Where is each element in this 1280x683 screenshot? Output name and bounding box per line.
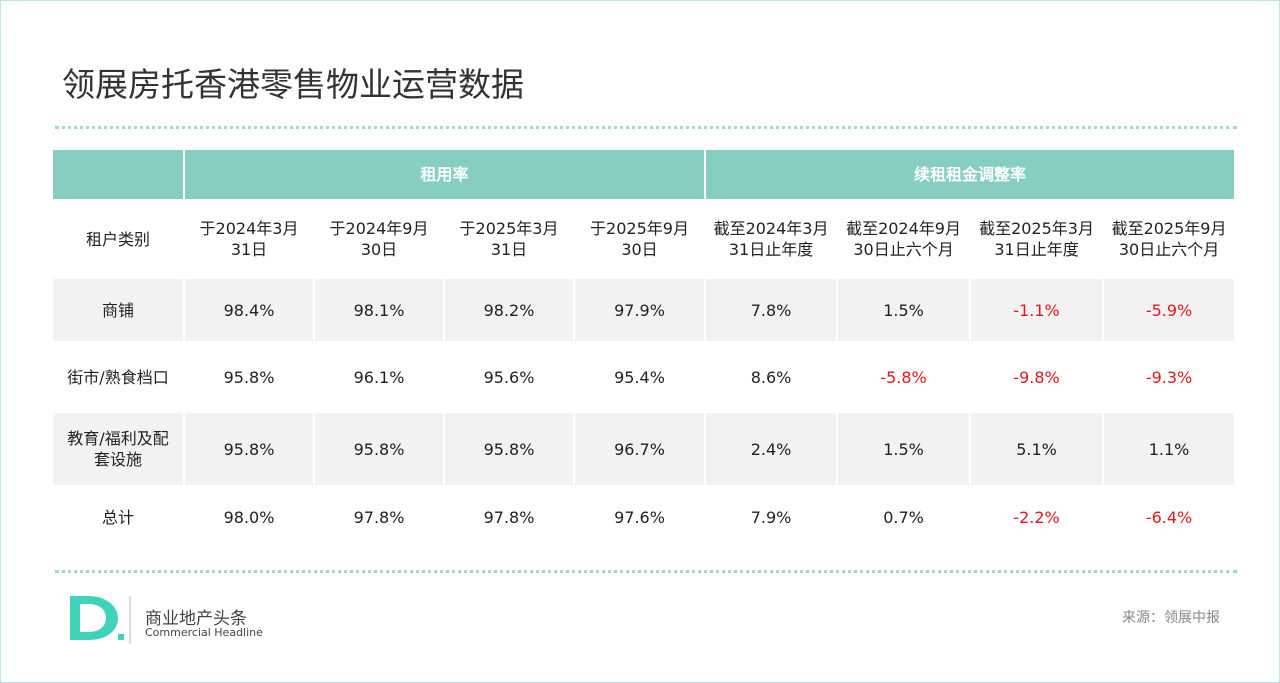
value-cell: -5.8% [838,341,972,413]
cell-line: 31日 [490,240,528,259]
column-header: 于2024年9月 30日 [315,199,445,279]
data-row: 商铺 98.4% 98.1% 98.2% 97.9% 7.8% 1.5% -1.1% -5.9% [53,279,1237,341]
value-cell: 98.2% [445,279,575,341]
source: 来源：领展中报 [1122,610,1220,626]
row-label: 商铺 [53,279,185,341]
brand-en: Commercial Headline [145,626,263,639]
value-cell: 97.8% [445,485,575,550]
value-cell: 1.1% [1104,413,1237,485]
value-cell: 97.9% [575,279,707,341]
table-body: 租用率 续租租金调整率 租户类别 于2024年3月 31日 于2024年9月 30日 于2… [53,150,1237,550]
value-cell: 96.7% [575,413,707,485]
logo [70,596,131,644]
data-row: 街市/熟食档口 95.8% 96.1% 95.6% 95.4% 8.6% -5.8% -9.8… [53,341,1237,413]
group-cell: 续租租金调整率 [706,150,1237,199]
value-cell: 98.0% [185,485,315,550]
brand: 商业地产头条 [145,609,247,629]
cell-line: 截至2024年9月 [846,219,961,238]
cell-line: 于2025年3月 [459,219,559,238]
value-cell: 8.6% [706,341,839,413]
cell-line: 30日止六个月 [853,240,954,259]
value-cell: 95.8% [185,341,315,413]
value-cell: 0.7% [838,485,972,550]
row-label: 街市/熟食档口 [53,341,185,413]
cell-line: 30日 [360,240,398,259]
cell-line: 教育/福利及配 [67,429,169,448]
value-cell: 98.1% [315,279,445,341]
value-cell: 96.1% [315,341,445,413]
value-cell: -2.2% [971,485,1105,550]
value-cell: -1.1% [971,279,1105,341]
cell-line: 于2024年9月 [329,219,429,238]
divider [55,126,1237,129]
value-cell: 7.8% [706,279,839,341]
value-cell: -9.8% [971,341,1105,413]
value-cell: 95.8% [315,413,445,485]
cell-line: 31日止年度 [994,240,1079,259]
header-row: 租户类别 于2024年3月 31日 于2024年9月 30日 于2025年3月 31日 于20… [53,199,1237,279]
cell-line: 套设施 [93,450,142,469]
value-cell: 97.8% [315,485,445,550]
cell-line: 于2024年3月 [199,219,299,238]
column-header: 租户类别 [53,199,185,279]
value-cell: 2.4% [706,413,839,485]
data-row: 总计 98.0% 97.8% 97.8% 97.6% 7.9% 0.7% -2.2% -6.4% [53,485,1237,550]
cell-line: 于2025年9月 [590,219,689,238]
column-header: 于2025年3月 31日 [445,199,575,279]
column-header: 于2025年9月 30日 [575,199,707,279]
value-cell: -9.3% [1104,341,1237,413]
value-cell: 98.4% [185,279,315,341]
data-table: 租用率 续租租金调整率 租户类别 于2024年3月 31日 于2024年9月 30日 于2… [53,150,1237,550]
row-label: 总计 [53,485,185,550]
group-cell: 租用率 [185,150,707,199]
divider [55,570,1237,573]
value-cell: 5.1% [971,413,1105,485]
cell-line: 30日 [621,240,658,259]
title: 领展房托香港零售物业运营数据 [62,65,524,104]
cell-line: 截至2025年3月 [979,219,1094,238]
column-header: 截至2025年9月 30日止六个月 [1104,199,1237,279]
group-cell [53,150,185,199]
column-header: 截至2024年9月 30日止六个月 [838,199,972,279]
value-cell: 95.6% [445,341,575,413]
row-label: 教育/福利及配 套设施 [53,413,185,485]
column-header: 截至2024年3月 31日止年度 [706,199,839,279]
value-cell: 95.4% [575,341,707,413]
value-cell: 95.8% [185,413,315,485]
cell-line: 30日止六个月 [1118,240,1220,259]
cell-line: 31日止年度 [728,240,814,259]
cell-line: 截至2024年3月 [713,219,829,238]
value-cell: 7.9% [706,485,839,550]
value-cell: 1.5% [838,279,972,341]
value-cell: 97.6% [575,485,707,550]
value-cell: -6.4% [1104,485,1237,550]
value-cell: -5.9% [1104,279,1237,341]
group-row: 租用率 续租租金调整率 [53,150,1237,199]
column-header: 于2024年3月 31日 [185,199,315,279]
column-header: 截至2025年3月 31日止年度 [971,199,1105,279]
cell-line: 31日 [230,240,268,259]
cell-line: 截至2025年9月 [1111,219,1227,238]
value-cell: 95.8% [445,413,575,485]
data-row: 教育/福利及配 套设施 95.8% 95.8% 95.8% 96.7% 2.4% 1.5% 5.… [53,413,1237,485]
value-cell: 1.5% [838,413,972,485]
